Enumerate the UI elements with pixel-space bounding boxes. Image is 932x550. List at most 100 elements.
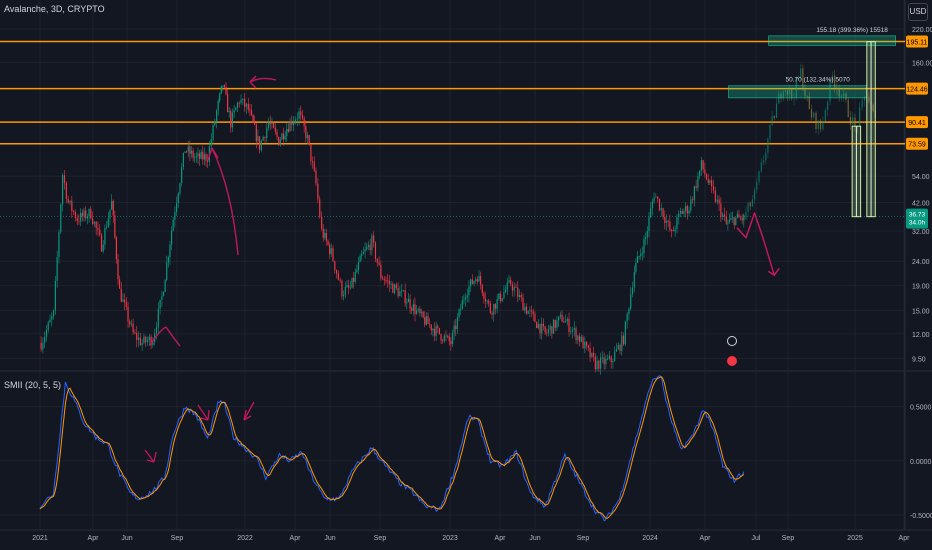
candle-body <box>484 298 487 302</box>
current-price-tag <box>906 208 928 229</box>
osc-annotation-arrow <box>197 404 210 421</box>
candle-body <box>739 217 742 219</box>
candle-body <box>559 314 561 317</box>
candle-body <box>190 150 193 154</box>
candle-body <box>172 219 174 231</box>
ghost-candle-body <box>778 93 780 104</box>
candle-body <box>51 315 53 320</box>
projection-box <box>768 35 897 46</box>
candle-body <box>93 222 95 224</box>
ghost-candle-body <box>802 68 804 90</box>
candle-body <box>727 222 729 224</box>
candle-body <box>99 229 101 235</box>
candle-body <box>271 122 273 125</box>
candle-body <box>544 326 546 333</box>
currency-button[interactable]: USD <box>908 3 928 21</box>
candle-body <box>313 162 315 171</box>
candle-body <box>367 244 370 247</box>
candle-body <box>194 157 196 158</box>
candle-body <box>511 284 514 291</box>
candle-body <box>529 310 531 312</box>
price-tick-label: 32.00 <box>912 229 930 236</box>
projection-layer[interactable]: 155.18 (399.36%) 15518 50.70 (132.34%) 50… <box>728 27 897 226</box>
candle-body <box>162 292 165 297</box>
candle-body <box>255 124 257 142</box>
candle-body <box>67 198 69 203</box>
candle-body <box>267 122 270 128</box>
candle-body <box>362 251 364 255</box>
axes: 220.00 160.00 54.00 42.00 32.00 24.00 19.00 15.… <box>32 27 932 542</box>
candle-body <box>506 282 508 290</box>
candle-body <box>638 256 640 257</box>
candle-body <box>615 348 618 352</box>
candle-body <box>371 235 373 251</box>
candle-body <box>83 210 85 217</box>
candle-body <box>274 127 276 132</box>
ghost-candle-body <box>834 75 836 88</box>
time-tick-label: Sep <box>577 535 590 542</box>
candle-body <box>231 112 234 128</box>
ghost-candle-body <box>806 95 808 97</box>
time-tick-label: 2024 <box>642 535 658 542</box>
candle-body <box>733 217 735 225</box>
ghost-candle-body <box>782 91 784 99</box>
candle-body <box>432 328 434 331</box>
candle-body <box>217 100 219 111</box>
candle-body <box>662 208 664 217</box>
candle-body <box>269 122 271 125</box>
candle-body <box>532 311 534 315</box>
candle-body <box>383 279 385 281</box>
candle-body <box>585 341 588 346</box>
candle-body <box>47 322 49 331</box>
candle-body <box>327 240 329 245</box>
candle-body <box>712 186 715 191</box>
candle-body <box>80 212 82 222</box>
candle-body <box>522 297 524 311</box>
price-tick-label: 42.00 <box>912 201 930 208</box>
time-tick-label: Jun <box>121 535 132 542</box>
candle-body <box>427 316 429 324</box>
hand-drawn-annotations <box>149 75 780 366</box>
time-tick-label: Apr <box>495 535 507 542</box>
candle-body <box>254 122 256 125</box>
candle-body <box>321 216 323 229</box>
ghost-candle-body <box>773 116 775 118</box>
candle-body <box>693 186 695 201</box>
candle-body <box>250 110 253 115</box>
candle-body <box>681 210 683 214</box>
candle-body <box>293 122 295 126</box>
candle-body <box>644 237 647 240</box>
candle-body <box>195 156 197 158</box>
candle-body <box>139 337 141 345</box>
candle-body <box>494 303 497 309</box>
candle-body <box>473 280 475 284</box>
candle-body <box>440 334 442 341</box>
candle-body <box>385 280 387 282</box>
candle-body <box>287 128 290 132</box>
ghost-candle-body <box>749 202 751 207</box>
candle-body <box>216 110 218 122</box>
candle-body <box>736 214 738 218</box>
candle-body <box>310 143 312 162</box>
symbol-header[interactable]: Avalanche, 3D, CRYPTO <box>4 4 105 14</box>
candle-body <box>443 335 445 342</box>
candle-body <box>697 176 699 188</box>
candle-body <box>641 253 643 255</box>
candle-body <box>78 220 80 222</box>
candle-body <box>601 357 603 359</box>
candle-body <box>104 227 106 245</box>
candle-body <box>315 170 317 184</box>
ghost-candle-body <box>791 89 793 99</box>
ghost-candle-body <box>810 109 813 118</box>
level-price-label: 124.46 <box>906 87 928 94</box>
annotation-stroke <box>249 77 277 83</box>
candle-body <box>605 358 607 365</box>
candle-body <box>470 279 472 287</box>
ghost-candle-body <box>808 96 810 110</box>
candle-body <box>619 344 621 351</box>
candle-body <box>524 306 526 311</box>
current-price-label: 34.0h <box>909 220 926 227</box>
candle-body <box>73 210 75 213</box>
